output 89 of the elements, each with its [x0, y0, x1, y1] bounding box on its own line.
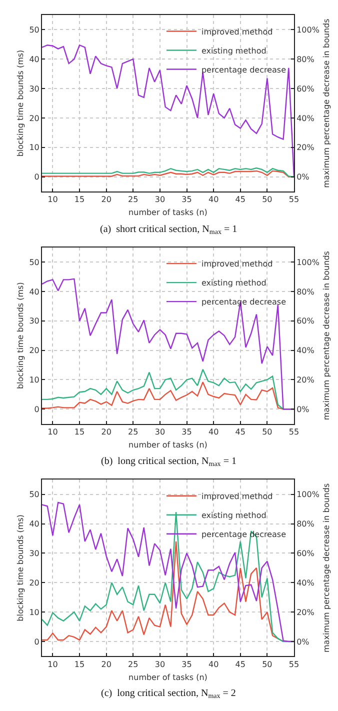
y-tick-label: 0 [34, 404, 40, 414]
legend-label: existing method [201, 278, 266, 288]
y-tick-label: 20 [29, 346, 40, 356]
y2-tick-label: 0% [296, 404, 310, 414]
legend-label: improved method [201, 260, 273, 269]
y-tick-label: 10 [29, 376, 40, 385]
x-tick-label: 45 [235, 660, 246, 669]
y-tick-label: 20 [29, 578, 40, 588]
legend-label: improved method [201, 27, 273, 36]
y-tick-label: 50 [29, 258, 40, 267]
x-tick-label: 35 [182, 660, 192, 669]
x-tick-label: 25 [128, 660, 138, 669]
y-tick-label: 30 [29, 549, 40, 558]
x-tick-label: 15 [74, 660, 85, 669]
line-series [42, 278, 294, 410]
x-tick-label: 25 [128, 195, 138, 204]
y2-axis-title: maximum percentage decrease in bounds [322, 483, 331, 652]
y2-tick-label: 100% [296, 490, 320, 500]
x-axis-title: number of tasks (n) [128, 440, 208, 450]
legend-label: existing method [201, 46, 266, 56]
x-tick-label: 10 [48, 660, 58, 669]
x-axis-title: number of tasks (n) [128, 672, 208, 682]
y-tick-label: 40 [29, 520, 40, 529]
y2-tick-label: 20% [296, 143, 315, 152]
x-tick-label: 20 [101, 660, 112, 669]
y2-axis-title: maximum percentage decrease in bounds [322, 251, 331, 420]
y-tick-label: 0 [34, 637, 40, 646]
x-tick-label: 55 [288, 660, 300, 669]
y2-tick-label: 100% [296, 25, 320, 34]
y2-axis-title: maximum percentage decrease in bounds [322, 18, 331, 188]
legend-label: existing method [201, 511, 266, 520]
y2-tick-label: 0% [296, 172, 310, 182]
y-axis-title: blocking time bounds (ms) [16, 50, 25, 157]
x-axis-title: number of tasks (n) [128, 208, 208, 218]
y2-tick-label: 60% [296, 549, 315, 558]
y2-tick-label: 40% [296, 114, 315, 123]
x-tick-label: 10 [48, 195, 58, 204]
x-tick-label: 45 [235, 427, 246, 436]
y2-tick-label: 40% [296, 578, 315, 588]
y-tick-label: 10 [29, 608, 40, 617]
y2-tick-label: 20% [296, 376, 315, 385]
y-tick-label: 50 [29, 490, 40, 500]
x-tick-label: 40 [208, 195, 219, 204]
y-tick-label: 50 [29, 25, 40, 34]
legend-label: percentage decrease [201, 298, 286, 307]
y-axis-title: blocking time bounds (ms) [16, 514, 25, 622]
x-tick-label: 15 [74, 195, 85, 204]
y2-tick-label: 80% [296, 520, 315, 529]
x-tick-label: 30 [154, 660, 166, 669]
text: (a) short critical section, N$_{max}$ = 1 [100, 224, 238, 236]
x-tick-label: 50 [262, 427, 272, 436]
y2-tick-label: 80% [296, 54, 315, 64]
x-tick-label: 55 [288, 427, 300, 436]
y2-tick-label: 20% [296, 608, 315, 617]
x-tick-label: 50 [262, 195, 272, 204]
y-tick-label: 10 [29, 143, 40, 152]
x-tick-label: 35 [182, 195, 192, 204]
x-tick-label: 50 [262, 660, 272, 669]
x-tick-label: 20 [101, 195, 112, 204]
text: (c) long critical section, N$_{max}$ = 2 [101, 688, 236, 700]
line-series [42, 44, 294, 178]
x-tick-label: 35 [182, 427, 192, 436]
y-tick-label: 20 [29, 114, 40, 123]
x-tick-label: 20 [101, 427, 112, 436]
text: (b) long critical section, N$_{max}$ = 1 [101, 456, 236, 468]
x-tick-label: 40 [208, 427, 219, 436]
x-tick-label: 45 [235, 195, 246, 204]
x-tick-label: 15 [74, 427, 85, 436]
x-tick-label: 40 [208, 660, 219, 669]
y2-tick-label: 60% [296, 84, 315, 94]
y2-tick-label: 100% [296, 258, 320, 267]
legend-label: improved method [201, 492, 273, 502]
x-tick-label: 30 [154, 427, 166, 436]
y-tick-label: 30 [29, 84, 40, 94]
y-tick-label: 40 [29, 287, 40, 296]
line-series [42, 167, 294, 178]
y-tick-label: 0 [34, 172, 40, 182]
y-axis-title: blocking time bounds (ms) [16, 282, 25, 390]
y2-tick-label: 60% [296, 316, 315, 326]
x-tick-label: 30 [154, 195, 166, 204]
y2-tick-label: 80% [296, 287, 315, 296]
y2-tick-label: 0% [296, 637, 310, 646]
legend-label: percentage decrease [201, 65, 286, 74]
y-tick-label: 30 [29, 316, 40, 326]
x-tick-label: 10 [48, 427, 58, 436]
x-tick-label: 25 [128, 427, 138, 436]
y-tick-label: 40 [29, 54, 40, 64]
x-tick-label: 55 [288, 195, 300, 204]
y2-tick-label: 40% [296, 346, 315, 356]
